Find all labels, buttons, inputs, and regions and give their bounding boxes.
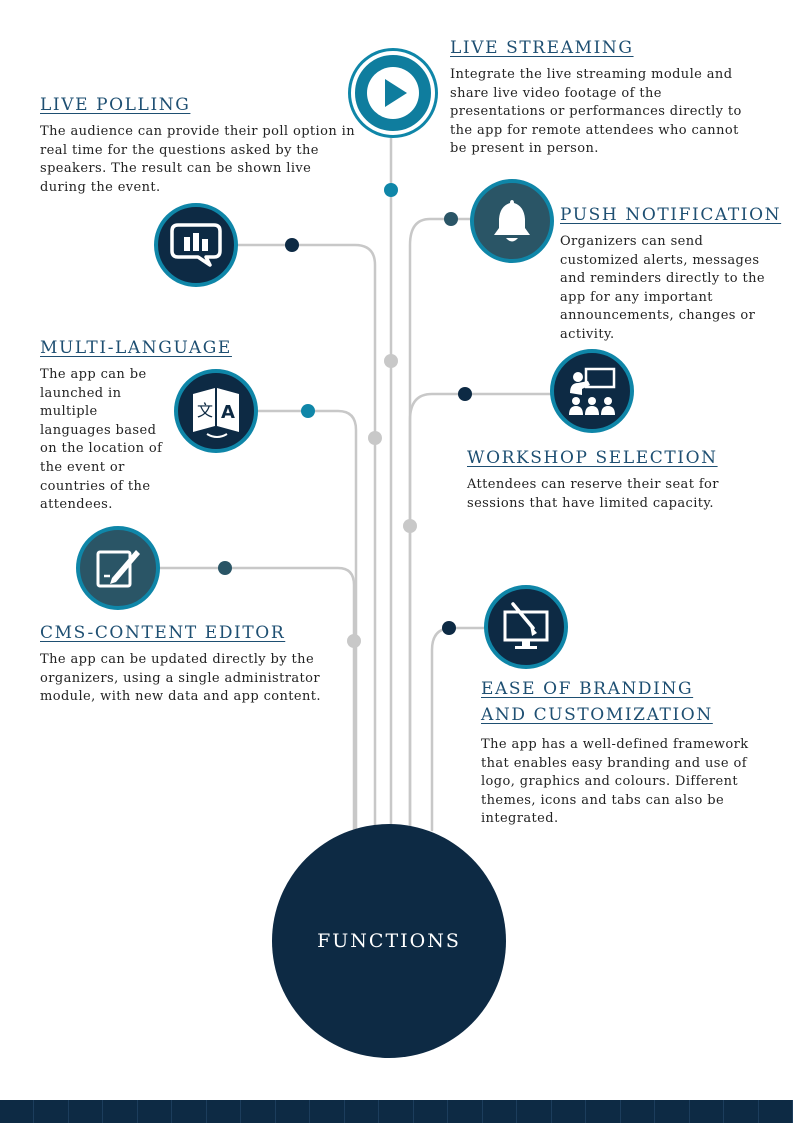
node-dot xyxy=(444,212,458,226)
functions-hub: FUNCTIONS xyxy=(272,824,506,1058)
edit-icon xyxy=(76,526,160,610)
node-dot xyxy=(458,387,472,401)
play-icon xyxy=(351,51,435,135)
node-dot xyxy=(347,634,361,648)
feature-title-line1: EASE OF BRANDING xyxy=(481,679,694,699)
connector-multi-language xyxy=(256,409,358,832)
connector-live-polling xyxy=(236,243,377,832)
brush-monitor-icon xyxy=(484,585,568,669)
node-dot xyxy=(301,404,315,418)
node-dot xyxy=(384,183,398,197)
connector-push-notification xyxy=(408,217,472,832)
feature-title-line2: AND CUSTOMIZATION xyxy=(481,705,713,725)
node-dot xyxy=(218,561,232,575)
connector-workshop xyxy=(408,392,552,832)
hub-label: FUNCTIONS xyxy=(317,930,461,952)
node-dot xyxy=(403,519,417,533)
node-dot xyxy=(368,431,382,445)
feature-desc: Attendees can reserve their seat for ses… xyxy=(467,477,719,511)
feature-title: MULTI-LANGUAGE xyxy=(40,338,232,358)
workshop-icon xyxy=(550,349,634,433)
feature-multi-language: MULTI-LANGUAGE The app can be launched i… xyxy=(40,337,240,515)
feature-workshop-selection: WORKSHOP SELECTION Attendees can reserve… xyxy=(467,447,757,513)
feature-cms-editor: CMS-CONTENT EDITOR The app can be update… xyxy=(40,622,340,707)
node-dot xyxy=(384,354,398,368)
feature-title: LIVE STREAMING xyxy=(450,38,634,58)
node-dot xyxy=(285,238,299,252)
connector-cms xyxy=(158,566,356,832)
feature-title: CMS-CONTENT EDITOR xyxy=(40,623,286,643)
poll-chat-icon xyxy=(154,203,238,287)
svg-text:A: A xyxy=(221,402,235,423)
connector-branding xyxy=(430,626,488,832)
feature-desc: The app can be updated directly by the o… xyxy=(40,652,321,705)
feature-push-notification: PUSH NOTIFICATION Organizers can send cu… xyxy=(560,204,780,345)
feature-desc: Integrate the live streaming module and … xyxy=(450,67,742,157)
translate-icon: 文 A xyxy=(174,369,258,453)
feature-branding: EASE OF BRANDING AND CUSTOMIZATION The a… xyxy=(481,678,771,829)
feature-desc: The app has a well-defined framework tha… xyxy=(481,737,749,827)
feature-title: PUSH NOTIFICATION xyxy=(560,205,782,225)
feature-desc: Organizers can send customized alerts, m… xyxy=(560,234,765,342)
feature-live-streaming: LIVE STREAMING Integrate the live stream… xyxy=(450,37,750,159)
feature-live-polling: LIVE POLLING The audience can provide th… xyxy=(40,94,360,197)
feature-title: WORKSHOP SELECTION xyxy=(467,448,718,468)
svg-text:文: 文 xyxy=(197,401,213,420)
feature-desc: The app can be launched in multiple lang… xyxy=(40,367,163,513)
node-dot xyxy=(442,621,456,635)
footer-bar xyxy=(0,1100,793,1123)
feature-title: LIVE POLLING xyxy=(40,95,191,115)
feature-desc: The audience can provide their poll opti… xyxy=(40,124,355,195)
bell-icon xyxy=(470,179,554,263)
